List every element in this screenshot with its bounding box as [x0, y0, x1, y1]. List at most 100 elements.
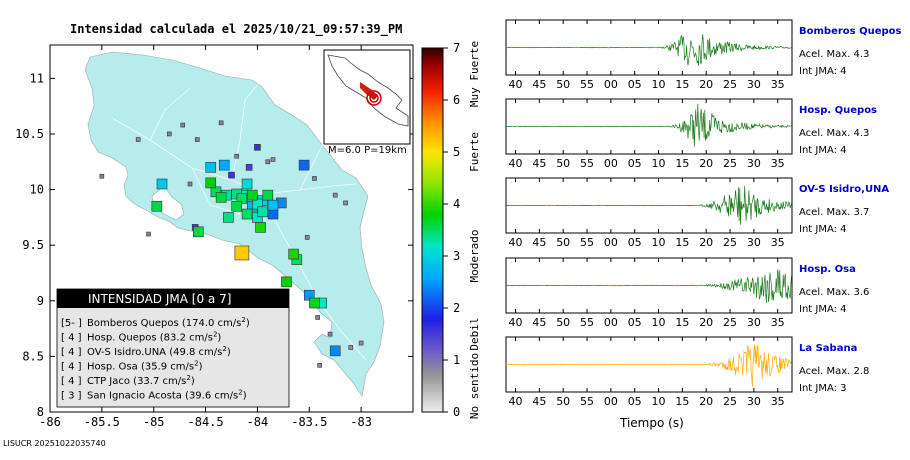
colorbar-cell	[422, 211, 443, 215]
colorbar-cell	[422, 328, 443, 332]
colorbar-cell	[422, 198, 443, 202]
footer-id: LISUCR 20251022035740	[3, 439, 106, 448]
legend-title-bar	[57, 289, 289, 308]
trace-tick-label: 20	[699, 316, 713, 329]
colorbar-cell	[422, 204, 443, 208]
trace-tick-label: 00	[604, 236, 618, 249]
trace-tick-label: 25	[723, 236, 737, 249]
station-marker	[270, 157, 276, 162]
colorbar-cell	[422, 269, 443, 273]
station-marker	[288, 248, 300, 260]
trace-tick-label: 35	[771, 316, 785, 329]
station-marker	[329, 345, 341, 357]
station-marker	[156, 178, 168, 190]
station-marker	[358, 340, 364, 346]
colorbar-cell	[422, 81, 443, 85]
trace-tick-label: 40	[509, 157, 523, 170]
colorbar-cell	[422, 370, 443, 374]
colorbar-cell	[422, 295, 443, 299]
colorbar-cell	[422, 120, 443, 124]
colorbar-cell	[422, 297, 443, 301]
station-marker	[315, 315, 320, 320]
trace-tick-label: 30	[747, 395, 761, 408]
colorbar-cell	[422, 253, 443, 257]
colorbar-cell	[422, 354, 443, 358]
colorbar-labels: No sentido Debil Moderado Fuerte Muy Fuerte	[468, 41, 481, 419]
trace-tick-label: 40	[509, 236, 523, 249]
colorbar-cell	[422, 380, 443, 384]
colorbar-cell	[422, 341, 443, 345]
colorbar-category-label: No sentido	[468, 353, 481, 419]
station-marker	[194, 137, 200, 142]
intensity-map: -86 -85.5 -85 -84.5 -84 -83.5 -83 8 8.5 9 9.5 10 10…	[15, 44, 414, 429]
trace-tick-label: 20	[699, 78, 713, 91]
colorbar-cell	[422, 250, 443, 254]
acceleration-waveform	[505, 34, 792, 66]
colorbar-cell	[422, 331, 443, 335]
trace-tick-label: 55	[580, 236, 594, 249]
station-marker	[255, 222, 266, 233]
colorbar-cell	[422, 222, 443, 226]
trace-tick-label: 55	[580, 78, 594, 91]
trace-tick-label: 05	[628, 236, 642, 249]
trace-tick-label: 50	[556, 316, 570, 329]
trace-tick-label: 15	[675, 236, 689, 249]
colorbar-cell	[422, 336, 443, 340]
station-marker	[348, 345, 354, 350]
inset-costa-rica	[360, 82, 378, 100]
station-marker	[205, 162, 217, 173]
legend-item-sup: 2	[194, 360, 198, 368]
colorbar-cell	[422, 334, 443, 338]
colorbar-cell	[422, 302, 443, 306]
colorbar-cell	[422, 258, 443, 262]
station-marker	[343, 200, 348, 206]
colorbar-cell	[422, 167, 443, 171]
map-y-axis: 8 8.5 9 9.5 10 10.5 11	[15, 71, 413, 419]
acceleration-waveform	[505, 344, 792, 387]
colorbar-cell	[422, 94, 443, 98]
colorbar-cell	[422, 360, 443, 364]
station-marker	[312, 176, 317, 181]
epicenter-marker	[372, 96, 376, 100]
colorbar-ticks: 0 1 2 3 4 5 6 7	[443, 41, 460, 419]
colorbar-cell	[422, 206, 443, 210]
colorbar-cell	[422, 217, 443, 221]
trace-tick-label: 15	[675, 78, 689, 91]
colorbar-cell	[422, 63, 443, 67]
station-peak-acceleration: Acel. Max. 3.6	[799, 287, 869, 298]
colorbar-cell	[422, 102, 443, 106]
legend-item-sup: 2	[222, 345, 226, 353]
colorbar-cell	[422, 61, 443, 65]
colorbar-cell	[422, 409, 443, 413]
colorbar-cell	[422, 365, 443, 369]
colorbar-tick-label: 0	[453, 405, 460, 419]
trace-tick-label: 00	[604, 316, 618, 329]
colorbar-cell	[422, 66, 443, 70]
trace-tick-label: 05	[628, 395, 642, 408]
trace-tick-label: 40	[509, 395, 523, 408]
station-marker	[254, 144, 261, 151]
colorbar-cell	[422, 92, 443, 96]
colorbar-tick-label: 3	[453, 249, 460, 263]
colorbar-tick-label: 2	[453, 301, 460, 315]
map-frame	[49, 44, 414, 413]
colorbar-cell	[422, 165, 443, 169]
legend-item-text: CTP Jaco (33.7 cm/s	[87, 376, 186, 387]
trace-tick-label: 55	[580, 395, 594, 408]
colorbar-tick-label: 1	[453, 353, 460, 367]
legend-item-grade: [ 4 ]	[61, 362, 82, 373]
legend-item-close: )	[191, 376, 195, 387]
trace-tick-label: 15	[675, 395, 689, 408]
colorbar-cell	[422, 178, 443, 182]
station-markers	[99, 120, 364, 368]
trace-tick-label: 55	[580, 316, 594, 329]
trace-tick-label: 40	[509, 78, 523, 91]
station-jma-intensity: Int JMA: 3	[799, 383, 847, 394]
colorbar-cell	[422, 71, 443, 75]
colorbar-cell	[422, 383, 443, 387]
colorbar-cell	[422, 105, 443, 109]
colorbar-cell	[422, 188, 443, 192]
legend-item-grade: [5- ]	[61, 318, 82, 329]
trace-panel: 40 45 50 55 00 05 10 15 20 25 30 35 OV-S Isidro,UNA A…	[505, 177, 889, 249]
colorbar-cell	[422, 131, 443, 135]
